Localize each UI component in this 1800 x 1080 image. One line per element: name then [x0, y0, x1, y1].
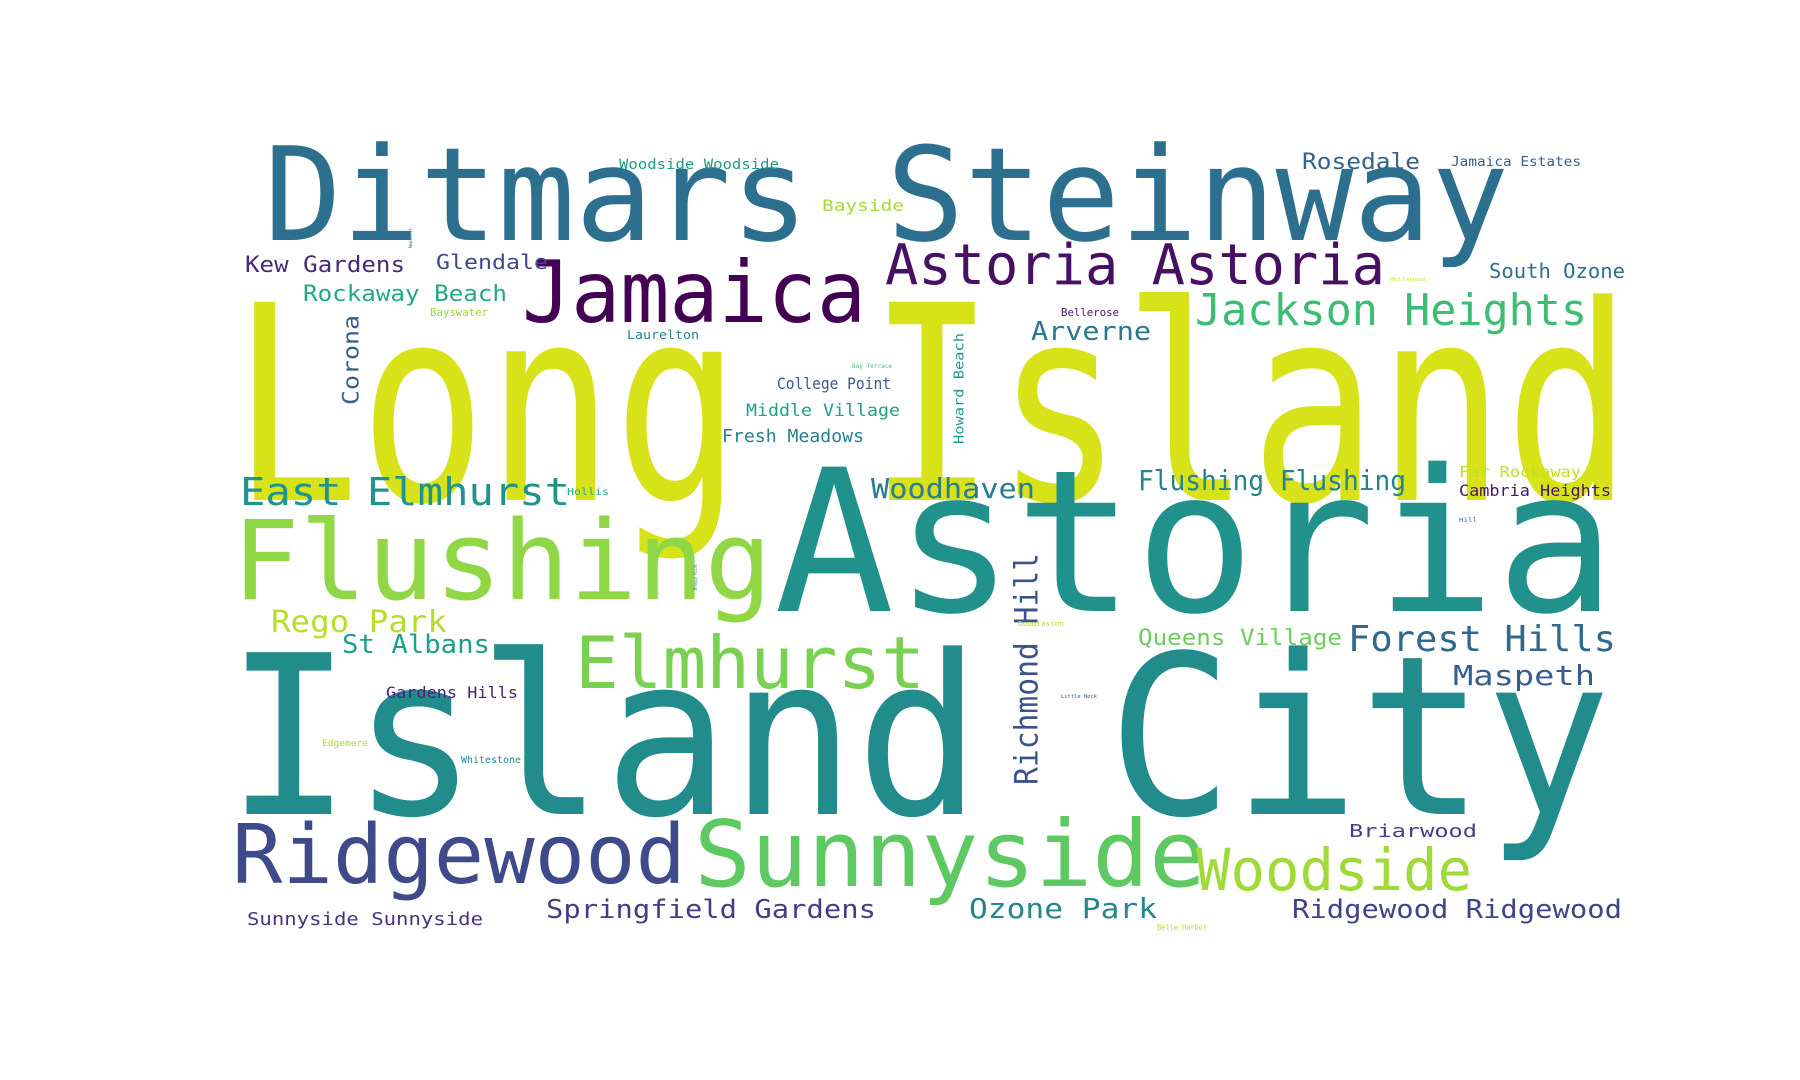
- cloud-word: Richmond Hill: [1008, 553, 1046, 785]
- cloud-word: Briarwood: [1349, 821, 1477, 842]
- cloud-word: Woodhaven: [871, 472, 1035, 505]
- cloud-word: South Ozone: [1489, 259, 1625, 283]
- cloud-word: Gardens Hills: [386, 683, 518, 702]
- cloud-word: Kew Gardens: [245, 253, 405, 278]
- cloud-word: Long Island: [232, 249, 1632, 565]
- cloud-word: Middle Village: [746, 401, 900, 421]
- cloud-word: Jackson Heights: [1195, 285, 1587, 336]
- cloud-word: Cambria Heights: [1459, 481, 1611, 500]
- cloud-word: Ditmars Steinway: [264, 119, 1509, 271]
- cloud-word: Douglaston: [1018, 620, 1064, 628]
- cloud-word: Hollswood: [1390, 277, 1426, 283]
- cloud-word: Bayside: [822, 196, 904, 215]
- cloud-word: Whitestone: [461, 755, 521, 766]
- cloud-word: Bellerose: [1061, 306, 1119, 319]
- cloud-word: Glendale: [436, 250, 548, 274]
- cloud-word: Far Rockaway: [1459, 463, 1581, 481]
- cloud-word: Flushing Flushing: [1138, 464, 1406, 497]
- cloud-word: Astoria: [774, 427, 1616, 658]
- cloud-word: Little Neck: [1061, 694, 1097, 700]
- cloud-word: Laurelton: [627, 328, 699, 342]
- cloud-word: Bay Terrace: [852, 363, 892, 370]
- cloud-word: Woodside: [1196, 836, 1472, 904]
- cloud-word: Astoria Astoria: [885, 233, 1385, 298]
- cloud-word: Neponsit: [408, 227, 413, 248]
- cloud-word: Maspeth: [1453, 659, 1595, 692]
- cloud-word: Flushing: [232, 497, 772, 625]
- cloud-word: Corona: [340, 315, 365, 405]
- cloud-word: Breezy Point: [693, 564, 699, 590]
- cloud-word: Rockaway Beach: [303, 282, 507, 307]
- cloud-word: Forest Hills: [1348, 619, 1616, 660]
- cloud-word: Ridgewood: [232, 808, 686, 903]
- cloud-word: Elmhurst: [575, 621, 925, 705]
- cloud-word: Jamaica: [522, 243, 866, 343]
- cloud-word: Island City: [226, 609, 1611, 867]
- cloud-word: Arverne: [1031, 317, 1151, 347]
- cloud-word: Rosedale: [1302, 150, 1420, 175]
- cloud-word: Howard Beach: [952, 333, 967, 444]
- cloud-word: Ozone Park: [969, 892, 1157, 925]
- cloud-word: Jamaica Estates: [1451, 155, 1581, 170]
- cloud-word: College Point: [777, 374, 891, 393]
- cloud-word: Sunnyside Sunnyside: [247, 909, 483, 930]
- cloud-word: East Elmhurst: [240, 470, 570, 514]
- cloud-word: Hill: [1459, 517, 1477, 524]
- cloud-word: Hollis: [567, 487, 609, 498]
- cloud-word: Woodside Woodside: [619, 157, 779, 173]
- cloud-word: Springfield Gardens: [546, 895, 876, 925]
- cloud-word: Ridgewood Ridgewood: [1292, 895, 1622, 925]
- cloud-word: Fresh Meadows: [722, 426, 864, 447]
- cloud-word: Queens Village: [1138, 626, 1342, 651]
- cloud-word: Rego Park: [271, 605, 447, 640]
- cloud-word: Belle Harbor: [1157, 923, 1207, 932]
- cloud-word: Bayswater: [430, 306, 488, 319]
- cloud-word: Edgemere: [322, 739, 368, 749]
- cloud-word: Sunnyside: [694, 801, 1206, 908]
- cloud-word: St Albans: [342, 630, 490, 660]
